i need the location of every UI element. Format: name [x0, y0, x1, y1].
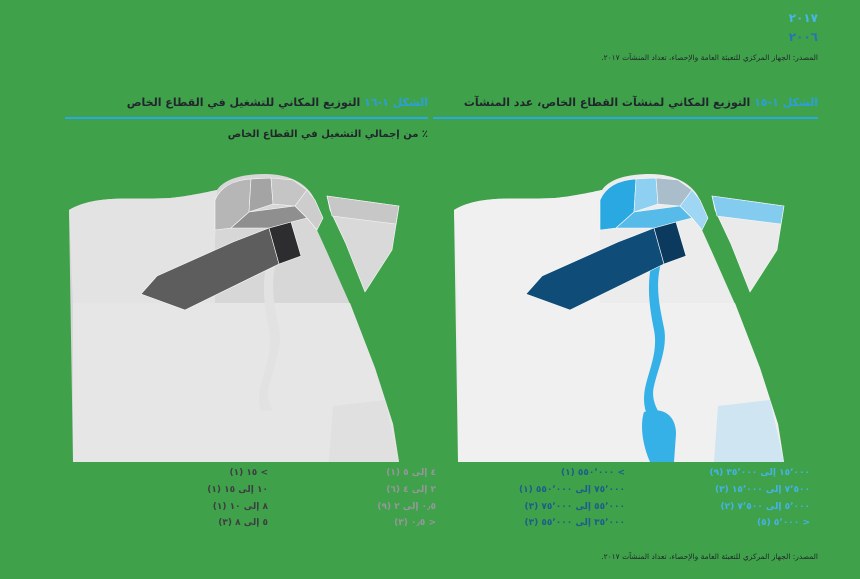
- legend-item: ٣٥٬٠٠٠ إلى ٥٥٬٠٠٠ (٣): [524, 518, 626, 529]
- egypt-map-establishments: [454, 174, 785, 462]
- figure-employment-titleline: الشكل ١-١٦ التوزيع المكاني للتشغيل في ال…: [65, 96, 428, 110]
- legend-item: < ٠٫٥ (٣): [394, 518, 436, 529]
- figure-employment-label: الشكل ١-١٦: [364, 96, 428, 109]
- region-southeast: [714, 400, 784, 462]
- legend-item: < ٥٬٠٠٠ (٥): [757, 518, 810, 529]
- figure-establishments-header: الشكل ١-١٥ التوزيع المكاني لمنشآت القطاع…: [433, 96, 818, 119]
- region-sinai-north: [711, 195, 785, 225]
- legend-item: ٥٬٠٠٠ إلى ٧٬٥٠٠ (٢): [720, 501, 810, 512]
- legend-item: > ٥٥٠٬٠٠٠ (١): [561, 468, 625, 478]
- source-note-bottom: المصدر: الجهاز المركزي للتعبئة العامة وا…: [601, 552, 818, 561]
- figure-establishments-titleline: الشكل ١-١٥ التوزيع المكاني لمنشآت القطاع…: [433, 96, 818, 110]
- region-southeast: [329, 400, 399, 462]
- legend-establishments-high: > ٥٥٠٬٠٠٠ (١) ٧٥٬٠٠٠ إلى ٥٥٠٬٠٠٠ (١) ٥٥٬…: [519, 465, 625, 532]
- region-delta-east: [294, 189, 324, 231]
- legend-item: ٤ إلى ٥ (١): [386, 468, 436, 478]
- legend-item: > ١٥ (١): [229, 468, 268, 478]
- year-label-2006: ٢٠٠٦: [788, 30, 818, 44]
- legend-establishments-low: ١٥٬٠٠٠ إلى ٣٥٬٠٠٠ (٩) ٧٬٥٠٠ إلى ١٥٬٠٠٠ (…: [710, 465, 811, 532]
- legend-item: ٨ إلى ١٠ (١): [212, 501, 268, 512]
- region-south: [73, 303, 399, 462]
- figure-establishments-title: التوزيع المكاني لمنشآت القطاع الخاص، عدد…: [463, 96, 751, 109]
- legend-item: ٠٫٥ إلى ٢ (٩): [377, 501, 436, 512]
- legend-employment-low: ٤ إلى ٥ (١) ٢ إلى ٤ (٦) ٠٫٥ إلى ٢ (٩) < …: [377, 465, 436, 532]
- egypt-map-employment: [69, 174, 400, 462]
- region-sinai-north: [326, 195, 400, 225]
- legend-item: ١٠ إلى ١٥ (١): [207, 484, 268, 495]
- legend-item: ٥٥٬٠٠٠ إلى ٧٥٬٠٠٠ (٣): [524, 501, 626, 512]
- figure-employment-header: الشكل ١-١٦ التوزيع المكاني للتشغيل في ال…: [65, 96, 428, 140]
- title-underline: [65, 117, 428, 119]
- year-label-2017: ٢٠١٧: [788, 11, 818, 25]
- figure-employment-title: التوزيع المكاني للتشغيل في القطاع الخاص: [126, 96, 361, 109]
- figure-employment-subtitle: ٪ من إجمالي التشغيل في القطاع الخاص: [227, 129, 428, 140]
- legend-item: ٢ إلى ٤ (٦): [386, 484, 436, 495]
- legend-employment-high: > ١٥ (١) ١٠ إلى ١٥ (١) ٨ إلى ١٠ (١) ٥ إل…: [207, 465, 268, 532]
- year-labels: ٢٠١٧ ٢٠٠٦: [789, 9, 818, 47]
- region-lake-nasser: [257, 410, 291, 462]
- source-note-top: المصدر: الجهاز المركزي للتعبئة العامة وا…: [601, 53, 818, 62]
- region-south: [458, 303, 784, 462]
- legend-item: ٥ إلى ٨ (٣): [218, 518, 268, 529]
- legend-item: ١٥٬٠٠٠ إلى ٣٥٬٠٠٠ (٩): [709, 468, 811, 478]
- region-lake-nasser: [642, 410, 676, 462]
- legend-item: ٧٥٬٠٠٠ إلى ٥٥٠٬٠٠٠ (١): [519, 484, 625, 495]
- region-delta-east: [679, 189, 709, 231]
- title-underline: [433, 117, 818, 119]
- figure-establishments-label: الشكل ١-١٥: [754, 96, 818, 109]
- legend-item: ٧٬٥٠٠ إلى ١٥٬٠٠٠ (٣): [714, 484, 810, 495]
